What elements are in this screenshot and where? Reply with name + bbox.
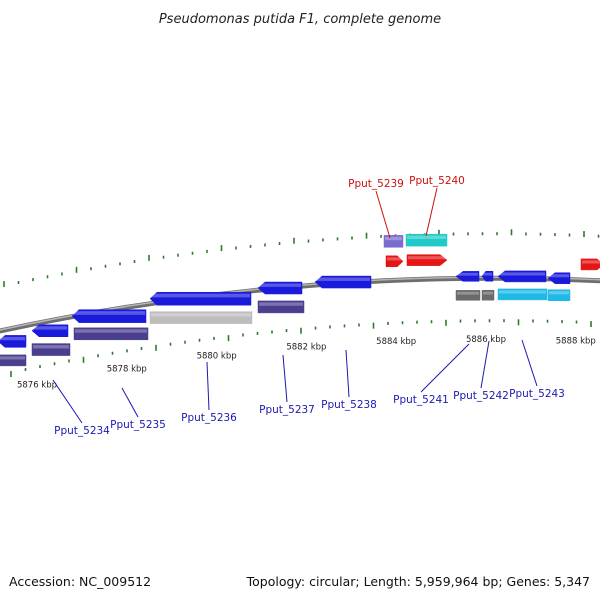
gene-feature[interactable] [0, 335, 27, 348]
gene-label[interactable]: Pput_5238 [321, 399, 377, 411]
gene-feature-highlight [483, 272, 492, 276]
gene-label[interactable]: Pput_5240 [409, 175, 465, 187]
gene-label[interactable]: Pput_5234 [54, 425, 110, 437]
coordinate-label: 5878 kbp [107, 364, 147, 374]
gene-label[interactable]: Pput_5241 [393, 394, 449, 406]
gene-feature[interactable] [257, 300, 305, 314]
coordinate-label: 5876 kbp [17, 380, 57, 390]
label-leader-line [206, 361, 210, 411]
gene-feature[interactable] [314, 275, 372, 289]
gene-feature-highlight [33, 345, 69, 349]
gene-feature[interactable] [547, 289, 571, 301]
label-leader-line [480, 340, 490, 389]
gene-feature-highlight [259, 283, 301, 287]
gene-label[interactable]: Pput_5243 [509, 388, 565, 400]
gene-feature-highlight [73, 311, 145, 315]
label-leader-line [425, 187, 438, 237]
gene-label[interactable]: Pput_5237 [259, 404, 315, 416]
gene-feature[interactable] [149, 291, 252, 306]
gene-feature[interactable] [405, 233, 448, 247]
gene-feature[interactable] [547, 272, 571, 284]
gene-feature[interactable] [497, 288, 548, 301]
gene-label[interactable]: Pput_5242 [453, 390, 509, 402]
gene-feature[interactable] [71, 309, 147, 323]
gene-feature[interactable] [31, 343, 71, 356]
gene-feature-highlight [483, 291, 493, 295]
accession-text: Accession: NC_009512 [9, 574, 151, 589]
coordinate-label: 5888 kbp [556, 337, 596, 347]
genome-summary-text: Topology: circular; Length: 5,959,964 bp… [246, 574, 590, 589]
gene-feature-highlight [549, 274, 569, 278]
label-leader-line [345, 349, 350, 398]
gene-feature-highlight [582, 260, 600, 264]
gene-feature-highlight [75, 329, 147, 333]
gene-feature[interactable] [406, 254, 448, 266]
gene-feature[interactable] [455, 290, 481, 301]
gene-feature-highlight [33, 326, 67, 330]
gene-feature-highlight [0, 336, 25, 341]
gene-feature[interactable] [385, 255, 404, 268]
gene-feature-highlight [407, 235, 446, 240]
gene-feature[interactable] [481, 289, 495, 301]
gene-feature[interactable] [455, 271, 480, 282]
gene-feature-highlight [549, 291, 569, 295]
gene-feature-highlight [151, 313, 251, 317]
gene-feature[interactable] [257, 281, 303, 295]
label-leader-line [521, 339, 538, 387]
gene-feature-highlight [259, 302, 303, 306]
gene-feature-highlight [457, 291, 479, 295]
gene-feature-highlight [499, 290, 546, 294]
gene-features [0, 233, 600, 367]
map-title: Pseudomonas putida F1, complete genome [159, 12, 441, 27]
coordinate-label: 5882 kbp [286, 343, 326, 353]
label-leader-line [420, 343, 470, 393]
gene-feature[interactable] [580, 258, 600, 271]
coordinate-labels: 5876 kbp 5878 kbp 5880 kbp 5882 kbp 5884 kbp… [17, 335, 596, 390]
gene-label[interactable]: Pput_5239 [348, 178, 404, 190]
gene-feature-highlight [499, 272, 545, 276]
gene-feature-highlight [387, 257, 402, 261]
gene-feature[interactable] [31, 324, 69, 338]
label-leader-line [52, 379, 83, 424]
label-leader-lines [52, 187, 538, 424]
gene-feature[interactable] [383, 235, 404, 248]
label-leader-line [375, 190, 391, 239]
coordinate-ticks [3, 229, 600, 378]
coordinate-label: 5884 kbp [376, 337, 416, 347]
gene-feature[interactable] [149, 311, 253, 324]
gene-feature[interactable] [481, 270, 494, 282]
label-leader-line [282, 354, 288, 403]
coordinate-label: 5880 kbp [197, 352, 237, 362]
gene-feature-highlight [385, 236, 402, 241]
gene-feature[interactable] [497, 270, 547, 283]
gene-feature-highlight [316, 277, 370, 281]
gene-labels: Pput_5234 Pput_5235 Pput_5236 Pput_5237 Pput… [54, 175, 565, 437]
gene-feature-highlight [457, 272, 478, 276]
gene-label[interactable]: Pput_5235 [110, 419, 166, 431]
gene-label[interactable]: Pput_5236 [181, 412, 237, 424]
coordinate-label: 5886 kbp [466, 335, 506, 345]
gene-feature[interactable] [73, 327, 149, 341]
label-leader-line [121, 387, 139, 418]
gene-feature-highlight [408, 256, 446, 260]
gene-feature-highlight [151, 293, 250, 298]
gene-feature[interactable] [0, 354, 27, 367]
gene-feature-highlight [0, 356, 25, 360]
